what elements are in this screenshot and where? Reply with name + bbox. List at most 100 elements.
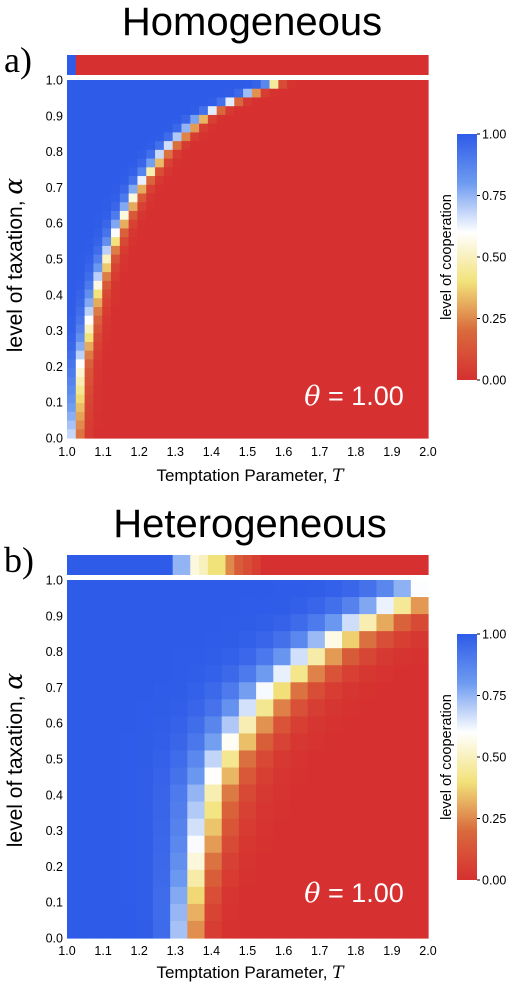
heatmap-cell	[357, 97, 367, 107]
heatmap-cell	[170, 903, 188, 922]
heatmap-cell	[322, 403, 332, 413]
heatmap-cell	[322, 210, 332, 221]
heatmap-cell	[75, 324, 86, 334]
heatmap-cell	[357, 106, 367, 116]
heatmap-cell	[155, 315, 165, 326]
heatmap-cell	[67, 141, 77, 151]
heatmap-cell	[225, 219, 235, 230]
heatmap-cell	[238, 648, 257, 666]
heatmap-cell	[93, 263, 103, 273]
heatmap-cell	[101, 920, 120, 939]
heatmap-cell	[238, 767, 257, 786]
heatmap-cell	[93, 341, 103, 352]
heatmap-cell	[324, 801, 343, 820]
heatmap-cell	[419, 359, 429, 369]
strip-cell	[119, 55, 130, 75]
heatmap-cell	[146, 88, 156, 99]
heatmap-cell	[401, 80, 411, 90]
heatmap-cell	[84, 263, 95, 273]
heatmap-cell	[199, 411, 209, 422]
heatmap-cell	[290, 580, 309, 598]
heatmap-cell	[93, 123, 103, 133]
heatmap-cell	[225, 420, 235, 430]
heatmap-cell	[342, 784, 360, 803]
heatmap-cell	[419, 368, 429, 378]
x-tick-label: 1.9	[383, 445, 400, 459]
strip-cell	[111, 555, 121, 575]
heatmap-cell	[304, 114, 315, 125]
heatmap-cell	[181, 210, 191, 221]
heatmap-cell	[118, 716, 137, 735]
heatmap-cell	[216, 341, 227, 352]
heatmap-cell	[243, 359, 253, 369]
heatmap-cell	[163, 307, 174, 317]
heatmap-cell	[93, 80, 103, 90]
heatmap-cell	[75, 385, 86, 395]
heatmap-cell	[207, 202, 218, 212]
strip-cell	[392, 555, 403, 575]
heatmap-cell	[216, 394, 227, 404]
heatmap-cell	[307, 665, 326, 683]
heatmap-cell	[199, 385, 209, 395]
heatmap-cell	[190, 315, 200, 326]
heatmap-cell	[102, 237, 112, 247]
heatmap-cell	[273, 903, 292, 922]
heatmap-cell	[401, 420, 411, 430]
heatmap-cell	[163, 176, 174, 186]
heatmap-cell	[75, 132, 86, 142]
heatmap-cell	[342, 835, 360, 854]
heatmap-cell	[234, 350, 244, 361]
heatmap-cell	[67, 289, 77, 299]
heatmap-cell	[357, 219, 367, 230]
heatmap-cell	[75, 202, 86, 212]
heatmap-cell	[269, 219, 279, 230]
heatmap-cell	[101, 733, 120, 752]
heatmap-cell	[322, 350, 332, 361]
heatmap-cell	[155, 167, 165, 177]
heatmap-cell	[295, 376, 306, 387]
heatmap-cell	[392, 245, 403, 256]
heatmap-cell	[366, 210, 376, 221]
heatmap-cell	[170, 750, 188, 769]
heatmap-cell	[172, 219, 183, 230]
heatmap-cell	[357, 245, 367, 256]
heatmap-cell	[401, 263, 411, 273]
heatmap-cell	[304, 106, 315, 116]
y-tick-label: 0.9	[46, 109, 63, 123]
heatmap-cell	[199, 80, 209, 90]
heatmap-cell	[322, 237, 332, 247]
heatmap-cell	[187, 648, 206, 666]
heatmap-cell	[313, 149, 323, 160]
heatmap-cell	[357, 376, 367, 387]
heatmap-cell	[359, 903, 378, 922]
heatmap-cell	[348, 167, 359, 177]
heatmap-cell	[207, 359, 218, 369]
heatmap-cell	[67, 315, 77, 326]
heatmap-cell	[234, 341, 244, 352]
heatmap-cell	[256, 682, 274, 700]
heatmap-cell	[119, 202, 130, 212]
heatmap-cell	[269, 88, 279, 99]
heatmap-cell	[67, 835, 85, 854]
heatmap-cell	[101, 614, 120, 632]
heatmap-cell	[322, 132, 332, 142]
heatmap-cell	[163, 114, 174, 125]
heatmap-cell	[243, 411, 253, 422]
heatmap-cell	[234, 80, 244, 90]
strip-cell	[137, 555, 147, 575]
heatmap-cell	[419, 219, 429, 230]
heatmap-cell	[392, 167, 403, 177]
heatmap-cell	[128, 254, 139, 264]
heatmap-cell	[243, 167, 253, 177]
heatmap-cell	[273, 614, 292, 632]
heatmap-cell	[119, 315, 130, 326]
heatmap-cell	[207, 350, 218, 361]
heatmap-cell	[376, 852, 395, 871]
heatmap-cell	[67, 682, 85, 700]
heatmap-cell	[155, 272, 165, 282]
heatmap-cell	[287, 420, 297, 430]
heatmap-cell	[190, 324, 200, 334]
heatmap-cell	[84, 920, 102, 939]
heatmap-cell	[392, 210, 403, 221]
heatmap-cell	[251, 202, 262, 212]
